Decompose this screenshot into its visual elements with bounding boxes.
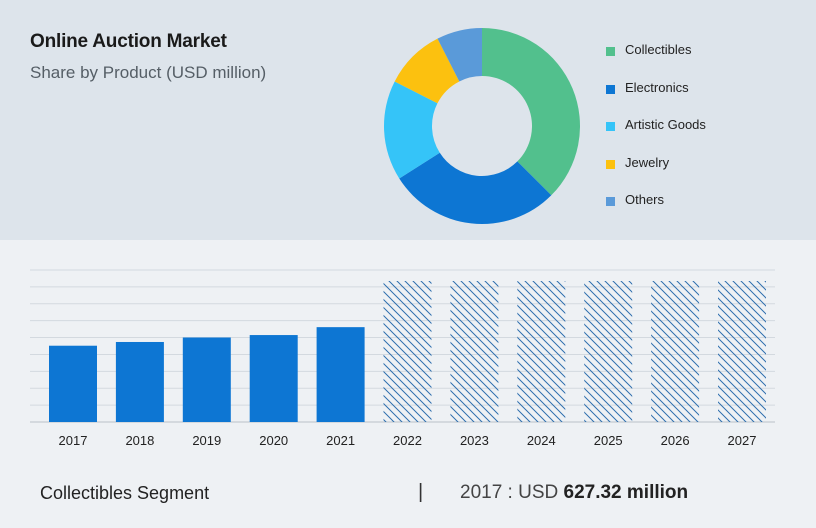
legend-swatch <box>606 122 615 131</box>
segment-value-amount: 627.32 million <box>563 482 689 503</box>
donut-slice-jewelry <box>394 38 460 104</box>
forecast-bar-2027 <box>718 281 766 422</box>
bar-2018 <box>115 341 164 422</box>
x-tick-label: 2017 <box>59 433 88 448</box>
legend-item-collectibles: Collectibles <box>606 42 706 80</box>
segment-value: 2017 : USD 627.32 million <box>460 482 688 504</box>
donut-slice-electronics <box>399 152 552 224</box>
forecast-bar-2025 <box>584 281 633 422</box>
forecast-bar-2026 <box>651 281 700 422</box>
x-tick-label: 2022 <box>393 433 422 448</box>
donut-slice-artistic-goods <box>384 81 440 179</box>
x-tick-label: 2025 <box>594 433 623 448</box>
bar-2021 <box>316 327 365 422</box>
bar-2020 <box>249 335 298 422</box>
legend-item-artistic-goods: Artistic Goods <box>606 117 706 155</box>
legend-label: Jewelry <box>625 154 670 170</box>
legend: Collectibles Electronics Artistic Goods … <box>606 42 706 230</box>
chart-subtitle: Share by Product (USD million) <box>30 63 267 82</box>
legend-item-others: Others <box>606 192 706 230</box>
x-tick-label: 2023 <box>460 433 489 448</box>
legend-swatch <box>606 47 615 56</box>
footer-separator: | <box>418 481 424 503</box>
donut-slice-others <box>437 28 482 82</box>
bar-chart: 2017 2018 2019 2020 2021 2022 2023 2024 2025 2026… <box>30 269 775 448</box>
x-tick-label: 2019 <box>192 433 221 448</box>
x-tick-label: 2018 <box>125 433 154 448</box>
legend-swatch <box>606 159 615 169</box>
segment-value-prefix: 2017 : USD <box>460 482 564 503</box>
segment-label: Collectibles Segment <box>40 483 210 503</box>
x-tick-label: 2020 <box>259 433 288 448</box>
legend-label: Artistic Goods <box>625 117 706 132</box>
forecast-bar-2024 <box>517 281 566 422</box>
legend-label: Electronics <box>625 79 689 95</box>
legend-item-jewelry: Jewelry <box>606 155 706 193</box>
bar-2019 <box>182 337 231 422</box>
forecast-bar-2022 <box>383 281 432 422</box>
x-tick-label: 2026 <box>661 433 690 448</box>
donut-slice-collectibles <box>482 28 580 196</box>
x-tick-label: 2021 <box>326 433 355 448</box>
legend-label: Others <box>625 192 665 207</box>
legend-item-electronics: Electronics <box>606 80 706 118</box>
legend-swatch <box>606 197 615 206</box>
x-tick-label: 2027 <box>728 433 757 448</box>
x-tick-label: 2024 <box>527 433 556 448</box>
forecast-bar-2023 <box>450 281 499 422</box>
bar-2017 <box>49 345 97 422</box>
donut-chart <box>384 28 580 224</box>
legend-label: Collectibles <box>625 42 692 57</box>
chart-title: Online Auction Market <box>30 31 227 52</box>
legend-swatch <box>606 84 615 94</box>
